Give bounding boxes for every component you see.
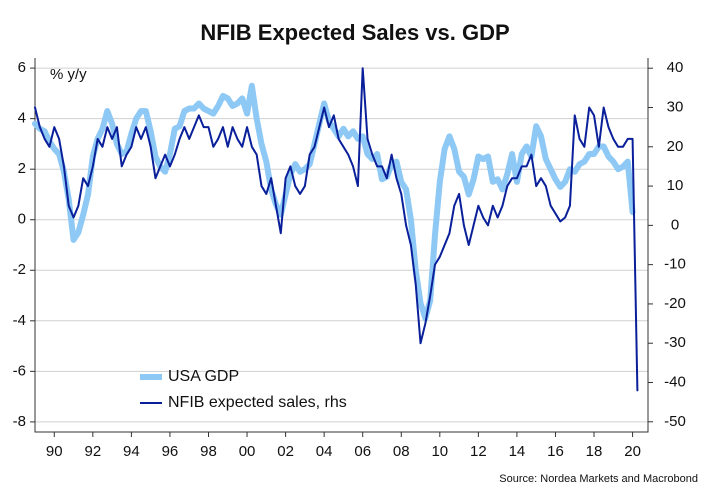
x-tick-label: 94 [123, 443, 140, 460]
x-tick-label: 14 [509, 443, 526, 460]
y2-tick-label: 20 [667, 138, 684, 155]
y-tick-label: -8 [13, 413, 26, 430]
chart-title: NFIB Expected Sales vs. GDP [200, 20, 509, 45]
source-note: Source: Nordea Markets and Macrobond [499, 473, 698, 485]
y-tick-label: 4 [18, 110, 26, 127]
y2-tick-label: -30 [664, 334, 686, 351]
legend-label: NFIB expected sales, rhs [168, 394, 347, 411]
y2-tick-label: -20 [664, 295, 686, 312]
y-axis-label: % y/y [50, 66, 87, 83]
y-tick-label: -6 [13, 362, 26, 379]
y-tick-label: 6 [18, 59, 26, 76]
x-tick-label: 96 [162, 443, 179, 460]
y2-tick-label: -10 [664, 256, 686, 273]
x-tick-label: 10 [431, 443, 448, 460]
y2-tick-label: -40 [664, 373, 686, 390]
x-tick-label: 00 [239, 443, 256, 460]
x-tick-label: 92 [84, 443, 101, 460]
y-tick-label: 2 [18, 160, 26, 177]
x-tick-label: 04 [316, 443, 333, 460]
x-tick-label: 12 [470, 443, 487, 460]
x-tick-label: 06 [354, 443, 371, 460]
x-tick-label: 16 [547, 443, 564, 460]
y-tick-label: -2 [13, 261, 26, 278]
y2-tick-label: 40 [667, 59, 684, 76]
x-tick-label: 02 [277, 443, 294, 460]
y-tick-label: 0 [18, 211, 26, 228]
x-tick-label: 18 [586, 443, 603, 460]
series-line [34, 67, 639, 392]
legend-label: USA GDP [168, 368, 239, 385]
y2-tick-label: 0 [671, 216, 679, 233]
x-tick-label: 20 [624, 443, 641, 460]
series-line [32, 82, 636, 322]
x-tick-label: 98 [200, 443, 217, 460]
x-tick-label: 90 [46, 443, 63, 460]
x-tick-label: 08 [393, 443, 410, 460]
y2-tick-label: 10 [667, 177, 684, 194]
y-tick-label: -4 [13, 312, 26, 329]
y2-tick-label: 30 [667, 98, 684, 115]
axis-frame [34, 58, 649, 433]
y2-tick-label: -50 [664, 413, 686, 430]
